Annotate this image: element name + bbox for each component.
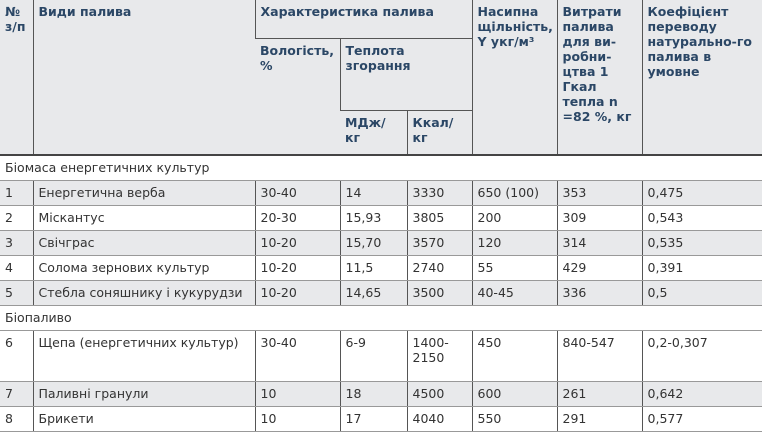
cell-consumption: 353 xyxy=(556,180,643,206)
cell-name: Енергетична верба xyxy=(32,180,255,206)
table-row: 5 Стебла соняшнику і кукурудзи 10-20 14,65 3… xyxy=(0,280,762,306)
cell-num: 3 xyxy=(0,230,33,256)
table-row: 1 Енергетична верба 30-40 14 3330 650 (100) 35… xyxy=(0,180,762,206)
table-body: Біомаса енергетичних культур 1 Енергетична… xyxy=(0,155,762,432)
cell-moisture: 10-20 xyxy=(254,280,340,306)
cell-consumption: 309 xyxy=(556,205,643,231)
header-num: № з/п xyxy=(0,0,33,156)
cell-mj: 6-9 xyxy=(339,330,407,382)
cell-name: Солома зернових культур xyxy=(32,255,255,281)
cell-kcal: 3570 xyxy=(406,230,473,256)
section-title: Біопаливо xyxy=(0,305,762,331)
cell-consumption: 336 xyxy=(556,280,643,306)
cell-coefficient: 0,2-0,307 xyxy=(641,330,762,382)
cell-moisture: 10-20 xyxy=(254,230,340,256)
cell-density: 200 xyxy=(471,205,558,231)
section-row: Біомаса енергетичних культур xyxy=(0,155,762,181)
cell-moisture: 10 xyxy=(254,381,340,407)
cell-coefficient: 0,391 xyxy=(641,255,762,281)
table-row: 6 Щепа (енергетичних культур) 30-40 6-9 1400… xyxy=(0,330,762,382)
cell-num: 1 xyxy=(0,180,33,206)
cell-density: 450 xyxy=(471,330,558,382)
header-characteristics: Характеристика палива xyxy=(254,0,473,39)
cell-kcal: 3500 xyxy=(406,280,473,306)
cell-mj: 11,5 xyxy=(339,255,407,281)
cell-num: 2 xyxy=(0,205,33,231)
cell-consumption: 840-547 xyxy=(556,330,643,382)
section-title: Біомаса енергетичних культур xyxy=(0,155,762,181)
cell-density: 600 xyxy=(471,381,558,407)
cell-kcal: 4500 xyxy=(406,381,473,407)
header-moisture: Вологість, % xyxy=(255,38,340,156)
header-mj: МДж/ кг xyxy=(340,110,407,156)
table-row: 3 Свічграс 10-20 15,70 3570 120 314 0,535 xyxy=(0,230,762,256)
cell-consumption: 429 xyxy=(556,255,643,281)
header-type: Види палива xyxy=(32,0,255,156)
cell-mj: 14 xyxy=(339,180,407,206)
cell-kcal: 3805 xyxy=(406,205,473,231)
table-row: 7 Паливні гранули 10 18 4500 600 261 0,642 xyxy=(0,381,762,407)
cell-num: 6 xyxy=(0,330,33,382)
table-row: 4 Солома зернових культур 10-20 11,5 2740 55 4… xyxy=(0,255,762,281)
cell-consumption: 314 xyxy=(556,230,643,256)
cell-num: 4 xyxy=(0,255,33,281)
cell-kcal: 2740 xyxy=(406,255,473,281)
cell-density: 650 (100) xyxy=(471,180,558,206)
cell-mj: 18 xyxy=(339,381,407,407)
header-heat: Теплота згорання xyxy=(339,38,473,111)
cell-mj: 15,93 xyxy=(339,205,407,231)
cell-kcal: 3330 xyxy=(406,180,473,206)
cell-moisture: 30-40 xyxy=(254,180,340,206)
cell-moisture: 10-20 xyxy=(254,255,340,281)
cell-name: Щепа (енергетичних культур) xyxy=(32,330,255,382)
table-row: 2 Міскантус 20-30 15,93 3805 200 309 0,543 xyxy=(0,205,762,231)
cell-name: Стебла соняшнику і кукурудзи xyxy=(32,280,255,306)
cell-name: Паливні гранули xyxy=(32,381,255,407)
cell-coefficient: 0,543 xyxy=(641,205,762,231)
header-coefficient: Коефіцієнт переводу натурально-го палива… xyxy=(641,0,762,156)
cell-moisture: 30-40 xyxy=(254,330,340,382)
cell-mj: 15,70 xyxy=(339,230,407,256)
section-row: Біопаливо xyxy=(0,305,762,331)
cell-name: Міскантус xyxy=(32,205,255,231)
cell-coefficient: 0,5 xyxy=(641,280,762,306)
header-kcal: Ккал/ кг xyxy=(406,110,473,156)
cell-mj: 14,65 xyxy=(339,280,407,306)
cell-kcal: 1400-2150 xyxy=(406,330,473,382)
cell-density: 120 xyxy=(471,230,558,256)
header-consumption: Витрати палива для ви-робни-цтва 1 Гкал … xyxy=(556,0,643,156)
cell-num: 7 xyxy=(0,381,33,407)
cell-name: Свічграс xyxy=(32,230,255,256)
cell-coefficient: 0,535 xyxy=(641,230,762,256)
cell-consumption: 261 xyxy=(556,381,643,407)
header-density: Насипна щільність, Y укг/м³ xyxy=(471,0,558,156)
cell-coefficient: 0,475 xyxy=(641,180,762,206)
cell-density: 55 xyxy=(471,255,558,281)
cell-density: 40-45 xyxy=(471,280,558,306)
cell-moisture: 20-30 xyxy=(254,205,340,231)
cell-num: 5 xyxy=(0,280,33,306)
cell-coefficient: 0,642 xyxy=(641,381,762,407)
